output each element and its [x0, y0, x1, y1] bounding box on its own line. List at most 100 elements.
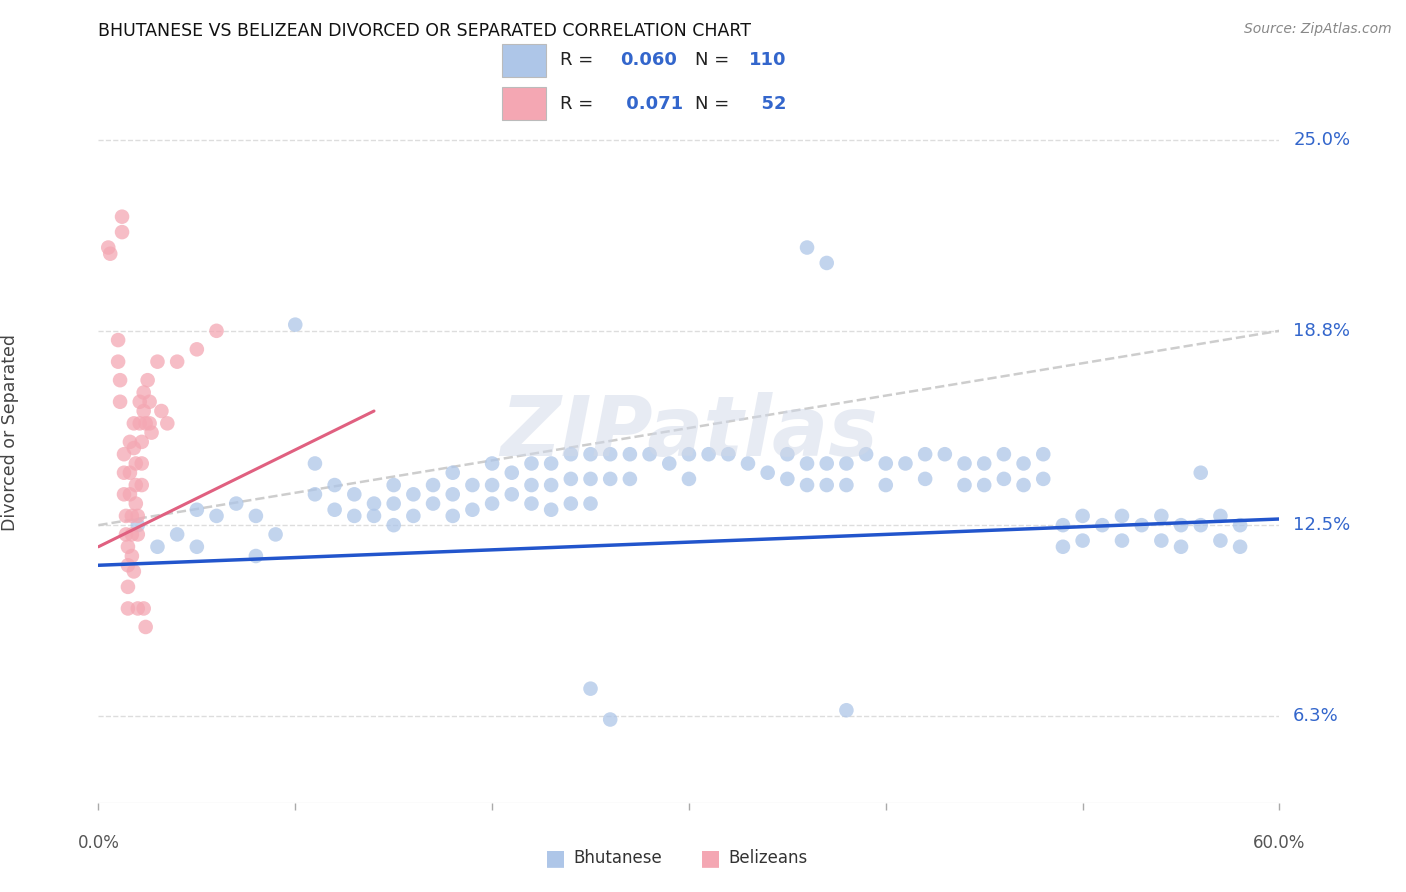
Point — [138, 394, 160, 409]
Point — [363, 508, 385, 523]
Point — [304, 457, 326, 471]
Text: N =: N = — [695, 95, 728, 112]
Text: Belizeans: Belizeans — [728, 849, 807, 867]
Point — [619, 447, 641, 461]
Point — [186, 540, 208, 554]
Point — [343, 508, 366, 523]
Point — [128, 394, 150, 409]
Point — [1032, 447, 1054, 461]
Point — [815, 478, 838, 492]
Point — [382, 497, 405, 511]
Point — [225, 497, 247, 511]
Point — [127, 601, 149, 615]
Point — [111, 210, 134, 224]
Point — [678, 447, 700, 461]
Point — [1052, 518, 1074, 533]
Point — [107, 333, 129, 347]
Point — [131, 478, 153, 492]
Point — [894, 457, 917, 471]
Point — [717, 447, 740, 461]
Point — [973, 478, 995, 492]
Point — [112, 466, 135, 480]
Point — [501, 487, 523, 501]
Point — [122, 417, 145, 431]
Point — [117, 558, 139, 573]
Point — [131, 457, 153, 471]
Point — [835, 703, 858, 717]
Point — [112, 487, 135, 501]
Point — [125, 497, 148, 511]
Text: Divorced or Separated: Divorced or Separated — [1, 334, 18, 531]
Point — [756, 466, 779, 480]
Point — [1071, 508, 1094, 523]
Point — [737, 457, 759, 471]
Point — [122, 441, 145, 455]
Point — [304, 487, 326, 501]
Point — [1170, 518, 1192, 533]
Point — [540, 457, 562, 471]
Point — [1189, 518, 1212, 533]
Text: BHUTANESE VS BELIZEAN DIVORCED OR SEPARATED CORRELATION CHART: BHUTANESE VS BELIZEAN DIVORCED OR SEPARA… — [98, 22, 751, 40]
Point — [115, 527, 138, 541]
Point — [697, 447, 720, 461]
Text: R =: R = — [560, 52, 593, 70]
Point — [776, 472, 799, 486]
Point — [117, 580, 139, 594]
Point — [776, 447, 799, 461]
Point — [1091, 518, 1114, 533]
Point — [914, 472, 936, 486]
Point — [156, 417, 179, 431]
Point — [186, 343, 208, 357]
Point — [146, 354, 169, 368]
FancyBboxPatch shape — [502, 44, 546, 77]
Point — [166, 527, 188, 541]
Point — [1130, 518, 1153, 533]
Point — [264, 527, 287, 541]
Point — [638, 447, 661, 461]
Point — [118, 466, 141, 480]
Point — [402, 508, 425, 523]
Point — [112, 447, 135, 461]
Text: R =: R = — [560, 95, 593, 112]
Point — [520, 457, 543, 471]
Point — [135, 620, 157, 634]
Text: 6.3%: 6.3% — [1294, 707, 1339, 725]
Point — [98, 246, 121, 260]
Point — [138, 417, 160, 431]
Point — [186, 502, 208, 516]
Point — [835, 457, 858, 471]
Point — [481, 497, 503, 511]
Point — [934, 447, 956, 461]
Point — [1209, 508, 1232, 523]
Point — [108, 373, 131, 387]
Point — [540, 502, 562, 516]
Point — [141, 425, 163, 440]
Point — [1170, 540, 1192, 554]
Text: 60.0%: 60.0% — [1253, 834, 1306, 852]
Point — [461, 478, 484, 492]
Text: 0.071: 0.071 — [620, 95, 683, 112]
Point — [993, 447, 1015, 461]
Point — [481, 457, 503, 471]
Point — [953, 478, 976, 492]
Point — [422, 497, 444, 511]
Point — [441, 487, 464, 501]
Point — [1012, 478, 1035, 492]
Point — [108, 394, 131, 409]
Point — [205, 324, 228, 338]
Point — [796, 457, 818, 471]
Point — [540, 478, 562, 492]
Point — [1111, 533, 1133, 548]
Text: 0.060: 0.060 — [620, 52, 678, 70]
Point — [599, 713, 621, 727]
Point — [284, 318, 307, 332]
Point — [146, 540, 169, 554]
Point — [835, 478, 858, 492]
Point — [363, 497, 385, 511]
Point — [111, 225, 134, 239]
Point — [122, 565, 145, 579]
Point — [1229, 518, 1251, 533]
FancyBboxPatch shape — [502, 87, 546, 120]
Point — [127, 518, 149, 533]
Point — [121, 527, 143, 541]
